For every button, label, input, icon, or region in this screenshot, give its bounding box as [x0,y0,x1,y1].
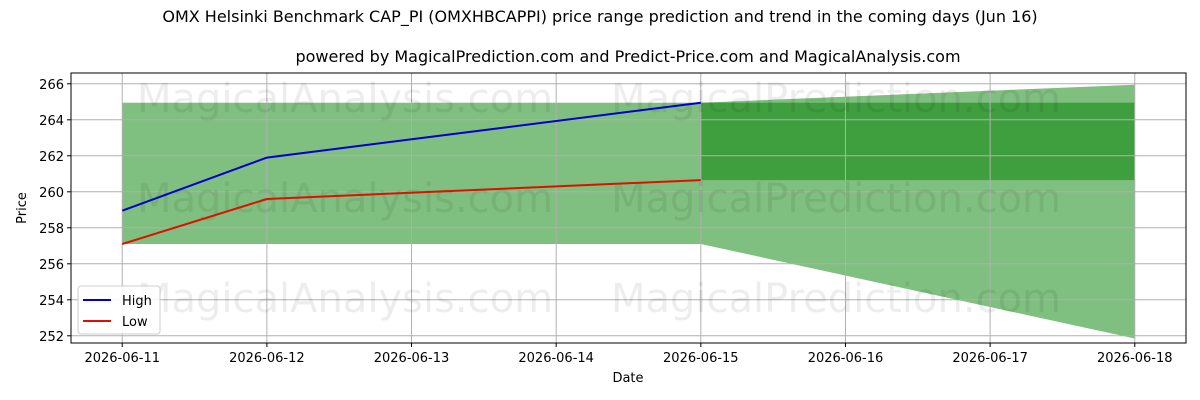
series-line-low [121,179,701,245]
x-tick-label: 2026-06-12 [229,351,305,366]
plot-inner: MagicalAnalysis.com MagicalPrediction.com… [71,73,1186,343]
y-tick-label: 266 [39,78,64,93]
x-tick-label: 2026-06-14 [518,351,594,366]
series-line-high [121,101,701,212]
y-tick-label: 264 [39,114,64,129]
watermark-text: MagicalPrediction.com [611,276,1061,322]
y-tick-label: 258 [39,222,64,237]
watermark-text: MagicalPrediction.com [611,176,1061,222]
y-tick-label: 252 [39,330,64,345]
x-tick-label: 2026-06-18 [1097,351,1173,366]
x-tick-label: 2026-06-17 [952,351,1028,366]
forecast-trend-band [700,102,1135,181]
watermark-text: MagicalAnalysis.com [137,76,553,122]
axes-frame [70,72,1187,344]
x-axis-label: Date [612,371,643,386]
chart-subtitle: powered by MagicalPrediction.com and Pre… [295,47,960,66]
x-tick-label: 2026-06-15 [663,351,739,366]
y-tick-label: 262 [39,150,64,165]
plot-area: MagicalAnalysis.com MagicalPrediction.com… [39,72,1187,366]
y-tick-label: 260 [39,186,64,201]
x-tick-label: 2026-06-11 [84,351,160,366]
watermark-text: MagicalAnalysis.com [137,176,553,222]
y-tick-label: 256 [39,258,64,273]
legend-label-high: High [122,294,152,309]
watermark-text: MagicalAnalysis.com [137,276,553,322]
x-tick-label: 2026-06-16 [808,351,884,366]
y-tick-label: 254 [39,294,64,309]
chart-title: OMX Helsinki Benchmark CAP_PI (OMXHBCAPP… [162,7,1037,27]
x-tick-label: 2026-06-13 [374,351,450,366]
legend: High Low [77,285,161,335]
y-axis-label: Price [15,192,30,224]
watermark-text: MagicalPrediction.com [611,76,1061,122]
legend-label-low: Low [122,315,148,330]
